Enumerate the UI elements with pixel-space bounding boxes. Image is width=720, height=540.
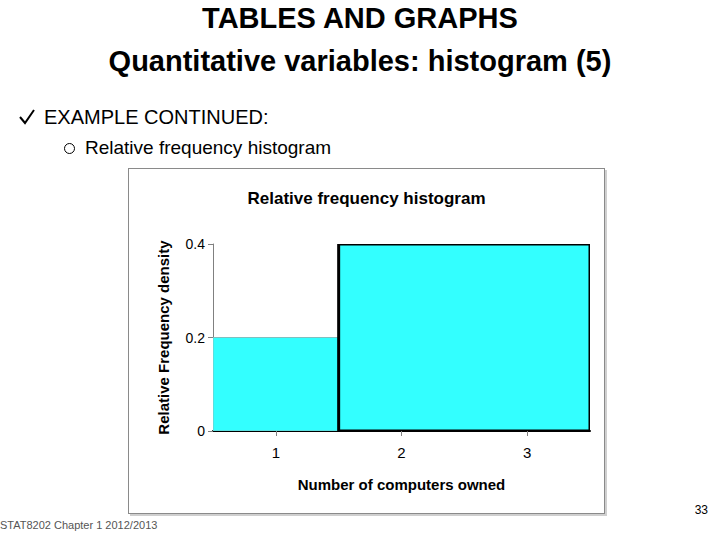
svg-text:0.4: 0.4 <box>186 236 206 252</box>
html-text:33: 33 <box>694 503 708 517</box>
svg-text:1: 1 <box>272 444 280 461</box>
svg-text:Relative frequency histogram: Relative frequency histogram <box>247 189 485 208</box>
svg-text:3: 3 <box>523 444 531 461</box>
svg-text:2: 2 <box>397 444 405 461</box>
svg-text:0: 0 <box>197 423 205 439</box>
html-text:TABLES AND GRAPHS: TABLES AND GRAPHS <box>202 2 518 34</box>
html-text:EXAMPLE CONTINUED:: EXAMPLE CONTINUED: <box>44 106 269 128</box>
html-text:Quantitative variables: histog: Quantitative variables: histogram (5) <box>108 45 612 77</box>
html-text:Relative frequency histogram: Relative frequency histogram <box>85 137 332 158</box>
svg-text:Relative Frequency density: Relative Frequency density <box>155 240 172 435</box>
html-text:STAT8202 Chapter 1 2012/2013: STAT8202 Chapter 1 2012/2013 <box>0 519 158 531</box>
svg-text:Number of computers owned: Number of computers owned <box>298 476 506 493</box>
svg-text:0.2: 0.2 <box>186 330 206 346</box>
